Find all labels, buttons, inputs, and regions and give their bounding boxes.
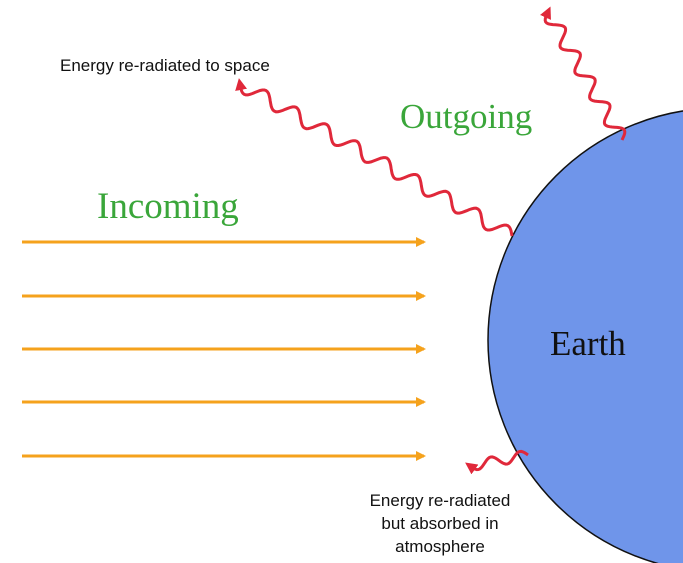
absorbed-label: Energy re-radiated	[370, 491, 511, 510]
outgoing-label: Outgoing	[400, 97, 532, 136]
wave	[465, 449, 529, 475]
incoming-label: Incoming	[97, 186, 239, 227]
space-label: Energy re-radiated to space	[60, 56, 270, 75]
absorbed-label: but absorbed in	[381, 514, 498, 533]
wave	[540, 6, 627, 141]
earth-label: Earth	[550, 324, 626, 363]
incoming-arrows	[22, 237, 426, 461]
earth	[487, 110, 683, 563]
radiation-waves	[235, 6, 627, 475]
wave	[235, 78, 514, 237]
absorbed-label: atmosphere	[395, 537, 485, 556]
